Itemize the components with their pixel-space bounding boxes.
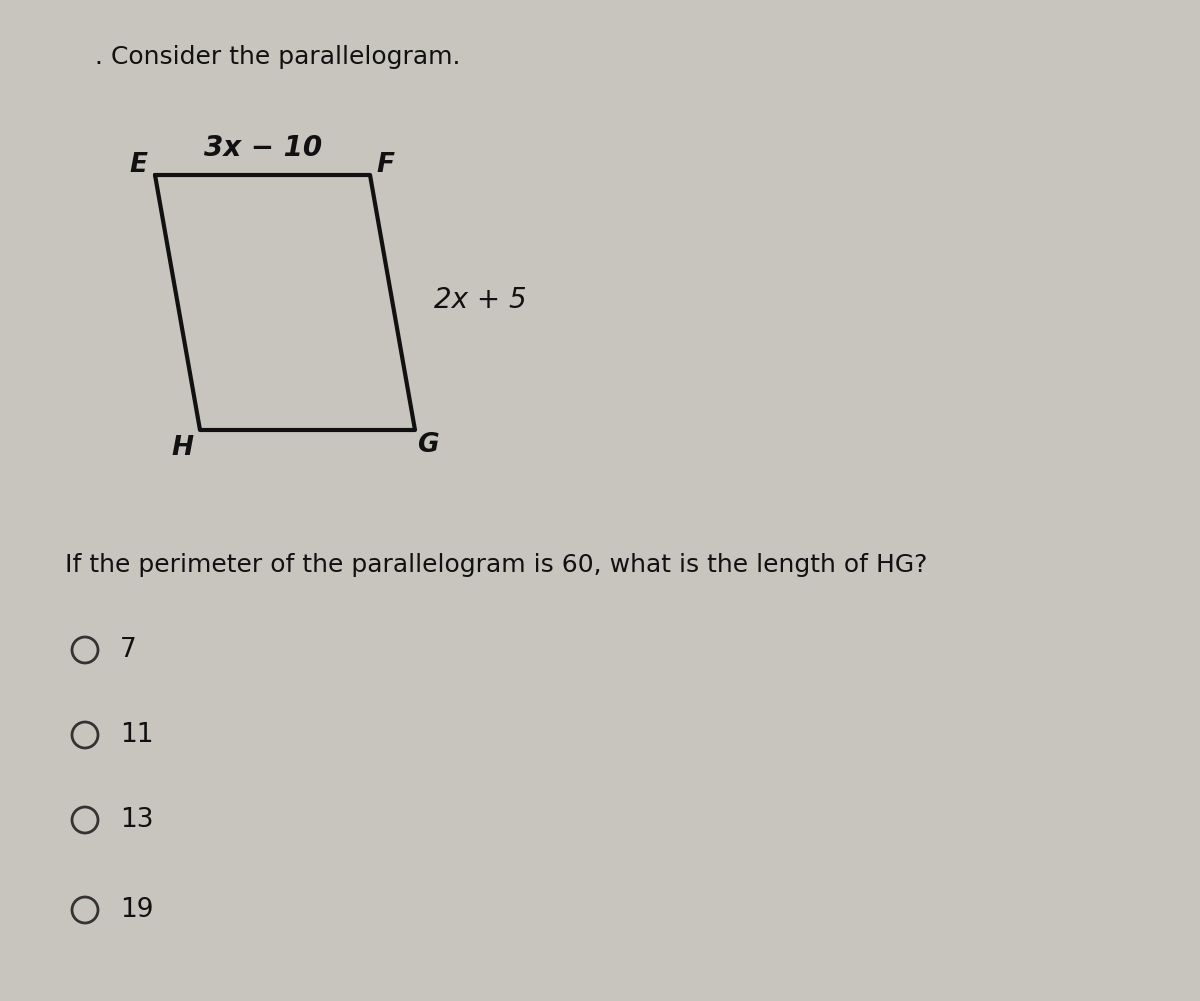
Text: G: G bbox=[418, 432, 439, 458]
Text: 2x + 5: 2x + 5 bbox=[433, 286, 527, 314]
Text: F: F bbox=[376, 152, 394, 178]
Text: 3x − 10: 3x − 10 bbox=[204, 134, 322, 162]
Text: 13: 13 bbox=[120, 807, 154, 833]
Text: 19: 19 bbox=[120, 897, 154, 923]
Text: . Consider the parallelogram.: . Consider the parallelogram. bbox=[95, 45, 461, 69]
Text: 11: 11 bbox=[120, 722, 154, 748]
Text: If the perimeter of the parallelogram is 60, what is the length of HG?: If the perimeter of the parallelogram is… bbox=[65, 553, 928, 577]
Text: H: H bbox=[170, 435, 193, 461]
Text: E: E bbox=[130, 152, 148, 178]
Text: 7: 7 bbox=[120, 637, 137, 663]
